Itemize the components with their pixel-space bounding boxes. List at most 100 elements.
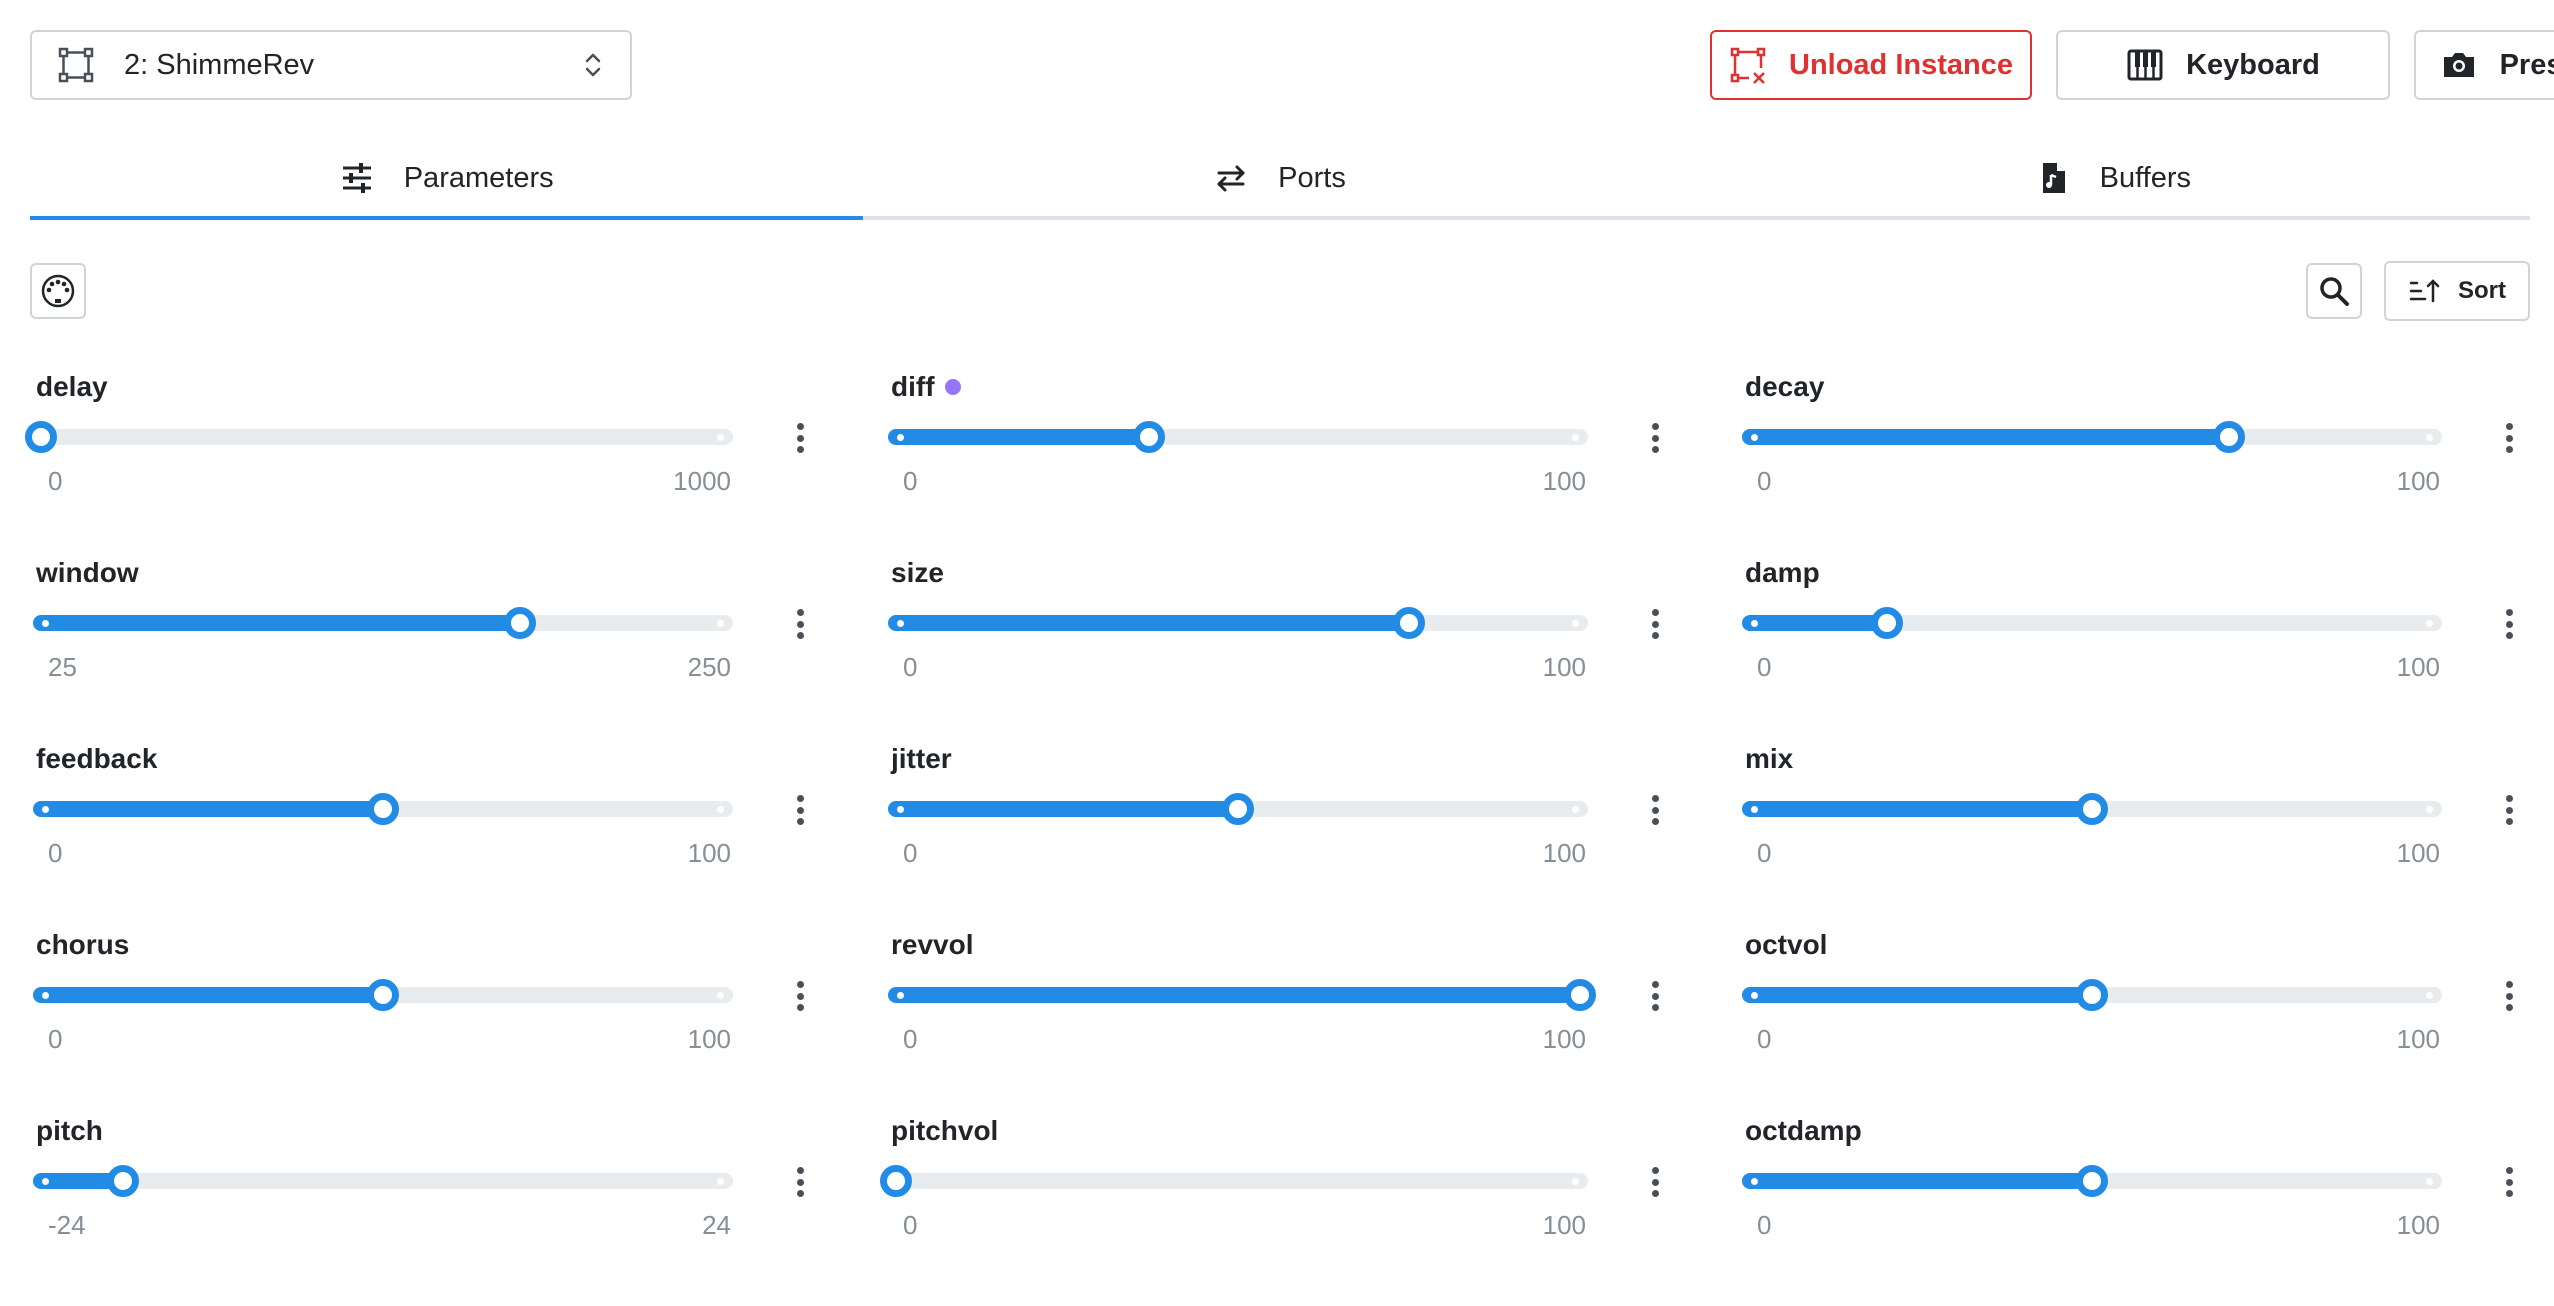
menu-dot [1651, 1178, 1659, 1186]
param-slider-thumb[interactable] [1564, 979, 1596, 1011]
param-slider-track[interactable] [1742, 421, 2442, 453]
param-max-label: 100 [1542, 652, 1586, 682]
param-slider-track[interactable] [880, 1165, 1588, 1197]
menu-dot [796, 1178, 804, 1186]
param-slider-thumb[interactable] [1871, 607, 1903, 639]
param-menu-icon[interactable] [1645, 420, 1665, 456]
slider-min-mark [42, 992, 49, 999]
param-menu-icon[interactable] [1645, 792, 1665, 828]
param-slider-track[interactable] [33, 979, 733, 1011]
instance-select[interactable]: 2: ShimmeRev [30, 30, 632, 100]
param-pitchvol: pitchvol 0 100 [880, 1114, 1678, 1254]
tab-ports[interactable]: Ports [863, 140, 1696, 216]
param-slider-thumb[interactable] [2076, 1165, 2108, 1197]
unload-instance-label: Unload Instance [1789, 48, 2013, 81]
param-slider-track[interactable] [888, 793, 1588, 825]
param-menu-icon[interactable] [790, 1164, 810, 1200]
param-name-text: size [891, 557, 944, 588]
param-slider-fill [33, 987, 383, 1003]
slider-max-mark [717, 434, 724, 441]
slider-max-mark [717, 1178, 724, 1185]
slider-min-mark [897, 620, 904, 627]
slider-min-mark [1751, 620, 1758, 627]
param-slider-track[interactable] [1742, 607, 2442, 639]
param-max-label: 100 [2396, 466, 2440, 496]
param-slider-thumb[interactable] [504, 607, 536, 639]
param-slider-track[interactable] [888, 607, 1588, 639]
param-slider-fill [888, 801, 1238, 817]
param-slider-fill [1742, 429, 2229, 445]
param-slider-thumb[interactable] [1133, 421, 1165, 453]
param-slider-track[interactable] [1742, 1165, 2442, 1197]
param-slider-fill [33, 1173, 123, 1189]
param-slider-thumb[interactable] [2076, 979, 2108, 1011]
param-slider-thumb[interactable] [1393, 607, 1425, 639]
param-menu-icon[interactable] [1645, 606, 1665, 642]
param-revvol: revvol 0 100 [888, 928, 1678, 1068]
param-menu-icon[interactable] [2499, 420, 2519, 456]
menu-dot [1651, 795, 1659, 802]
param-max-label: 100 [2396, 838, 2440, 868]
param-min-label: 25 [48, 652, 77, 682]
param-slider-thumb[interactable] [2076, 793, 2108, 825]
menu-dot [1651, 818, 1659, 825]
param-max-label: 100 [1542, 1024, 1586, 1054]
menu-dot [2505, 1178, 2513, 1186]
param-slider-track[interactable] [1742, 979, 2442, 1011]
param-name-text: pitchvol [891, 1115, 999, 1146]
param-max-label: 1000 [673, 466, 731, 496]
chevron-updown-icon [580, 47, 606, 83]
menu-dot [2505, 434, 2513, 442]
unload-instance-button[interactable]: Unload Instance [1710, 30, 2032, 100]
menu-dot [796, 1004, 804, 1011]
param-menu-icon[interactable] [790, 420, 810, 456]
menu-dot [796, 818, 804, 825]
search-button[interactable] [2306, 263, 2362, 319]
param-slider-track[interactable] [33, 1165, 733, 1197]
param-slider-fill [888, 429, 1149, 445]
param-menu-icon[interactable] [1645, 1164, 1665, 1200]
param-slider-thumb[interactable] [367, 979, 399, 1011]
param-slider-thumb[interactable] [2213, 421, 2245, 453]
sort-button[interactable]: Sort [2384, 261, 2530, 321]
param-name-text: octvol [1745, 929, 1828, 960]
instance-label: 2: ShimmeRev [124, 48, 315, 81]
presets-button[interactable]: Presets [2414, 30, 2554, 100]
param-name: jitter [891, 742, 952, 776]
param-name: octvol [1745, 928, 1827, 962]
slider-max-mark [1572, 434, 1579, 441]
param-slider-track[interactable] [1742, 793, 2442, 825]
param-slider-thumb[interactable] [1222, 793, 1254, 825]
param-menu-icon[interactable] [2499, 1164, 2519, 1200]
param-name-text: delay [36, 371, 108, 402]
piano-icon [2126, 46, 2164, 84]
param-slider-fill [1742, 987, 2092, 1003]
menu-dot [796, 620, 804, 628]
param-menu-icon[interactable] [790, 792, 810, 828]
slider-min-mark [1751, 434, 1758, 441]
param-slider-thumb[interactable] [25, 421, 57, 453]
midi-icon [40, 273, 76, 309]
param-slider-track[interactable] [33, 793, 733, 825]
param-name-text: diff [891, 371, 935, 402]
param-slider-track[interactable] [33, 607, 733, 639]
param-name: delay [36, 370, 108, 404]
tab-parameters[interactable]: Parameters [30, 140, 864, 220]
param-slider-track[interactable] [888, 979, 1596, 1011]
tab-buffers[interactable]: Buffers [1697, 140, 2530, 216]
param-menu-icon[interactable] [1645, 978, 1665, 1014]
param-menu-icon[interactable] [790, 606, 810, 642]
menu-dot [2505, 1004, 2513, 1011]
param-slider-thumb[interactable] [880, 1165, 912, 1197]
keyboard-button[interactable]: Keyboard [2056, 30, 2390, 100]
midi-button[interactable] [30, 263, 86, 319]
param-menu-icon[interactable] [2499, 978, 2519, 1014]
param-menu-icon[interactable] [2499, 792, 2519, 828]
param-slider-thumb[interactable] [107, 1165, 139, 1197]
param-menu-icon[interactable] [790, 978, 810, 1014]
param-slider-thumb[interactable] [367, 793, 399, 825]
param-slider-track[interactable] [888, 421, 1588, 453]
param-octdamp: octdamp 0 100 [1742, 1114, 2532, 1254]
param-slider-track[interactable] [25, 421, 733, 453]
param-menu-icon[interactable] [2499, 606, 2519, 642]
